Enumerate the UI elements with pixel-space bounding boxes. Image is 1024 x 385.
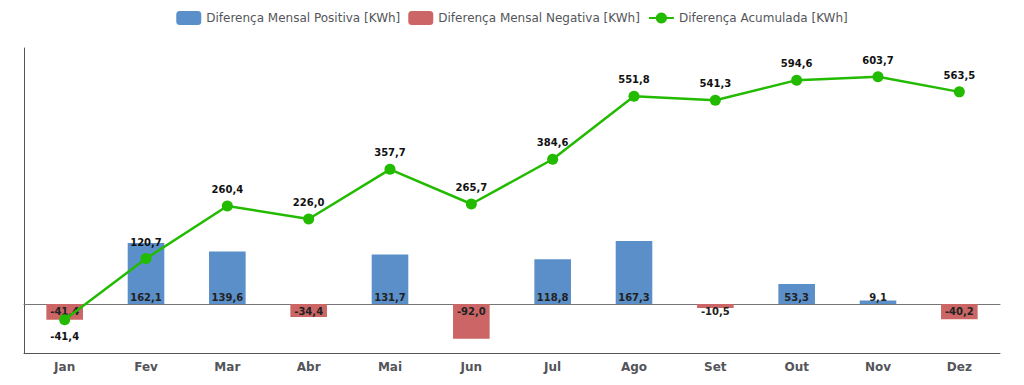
svg-text:541,3: 541,3: [700, 78, 732, 89]
svg-text:-92,0: -92,0: [457, 306, 486, 317]
svg-text:594,6: 594,6: [781, 58, 813, 69]
svg-text:131,7: 131,7: [374, 292, 406, 303]
svg-text:Mai: Mai: [378, 360, 402, 374]
svg-text:563,5: 563,5: [944, 70, 976, 81]
svg-text:Diferença Acumulada [KWh]: Diferença Acumulada [KWh]: [679, 11, 848, 25]
svg-text:Nov: Nov: [865, 360, 891, 374]
svg-text:Mar: Mar: [214, 360, 240, 374]
svg-text:Dez: Dez: [947, 360, 972, 374]
svg-text:-10,5: -10,5: [701, 306, 730, 317]
svg-text:139,6: 139,6: [212, 292, 244, 303]
svg-text:Set: Set: [704, 360, 727, 374]
svg-text:162,1: 162,1: [130, 292, 162, 303]
svg-text:Abr: Abr: [297, 360, 321, 374]
svg-text:167,3: 167,3: [618, 292, 650, 303]
svg-text:Jun: Jun: [460, 360, 483, 374]
svg-text:-41,4: -41,4: [50, 331, 79, 342]
svg-text:Jan: Jan: [53, 360, 75, 374]
svg-text:Jul: Jul: [543, 360, 561, 374]
svg-text:260,4: 260,4: [212, 184, 244, 195]
svg-text:603,7: 603,7: [862, 55, 894, 66]
svg-text:551,8: 551,8: [618, 74, 650, 85]
svg-text:Diferença Mensal Positiva [KWh: Diferença Mensal Positiva [KWh]: [206, 11, 400, 25]
svg-text:9,1: 9,1: [869, 292, 887, 303]
svg-text:265,7: 265,7: [456, 182, 488, 193]
svg-text:384,6: 384,6: [537, 137, 569, 148]
svg-text:118,8: 118,8: [537, 292, 569, 303]
svg-text:-34,4: -34,4: [294, 306, 323, 317]
svg-text:Out: Out: [784, 360, 809, 374]
svg-text:Ago: Ago: [621, 360, 647, 374]
svg-text:-41,4: -41,4: [50, 305, 80, 317]
svg-text:Diferença Mensal Negativa [KWh: Diferença Mensal Negativa [KWh]: [438, 11, 640, 25]
svg-text:357,7: 357,7: [374, 147, 406, 158]
svg-text:Fev: Fev: [134, 360, 158, 374]
svg-text:120,7: 120,7: [130, 237, 162, 248]
svg-text:53,3: 53,3: [784, 292, 809, 303]
svg-text:226,0: 226,0: [293, 197, 325, 208]
svg-text:-40,2: -40,2: [945, 306, 974, 317]
